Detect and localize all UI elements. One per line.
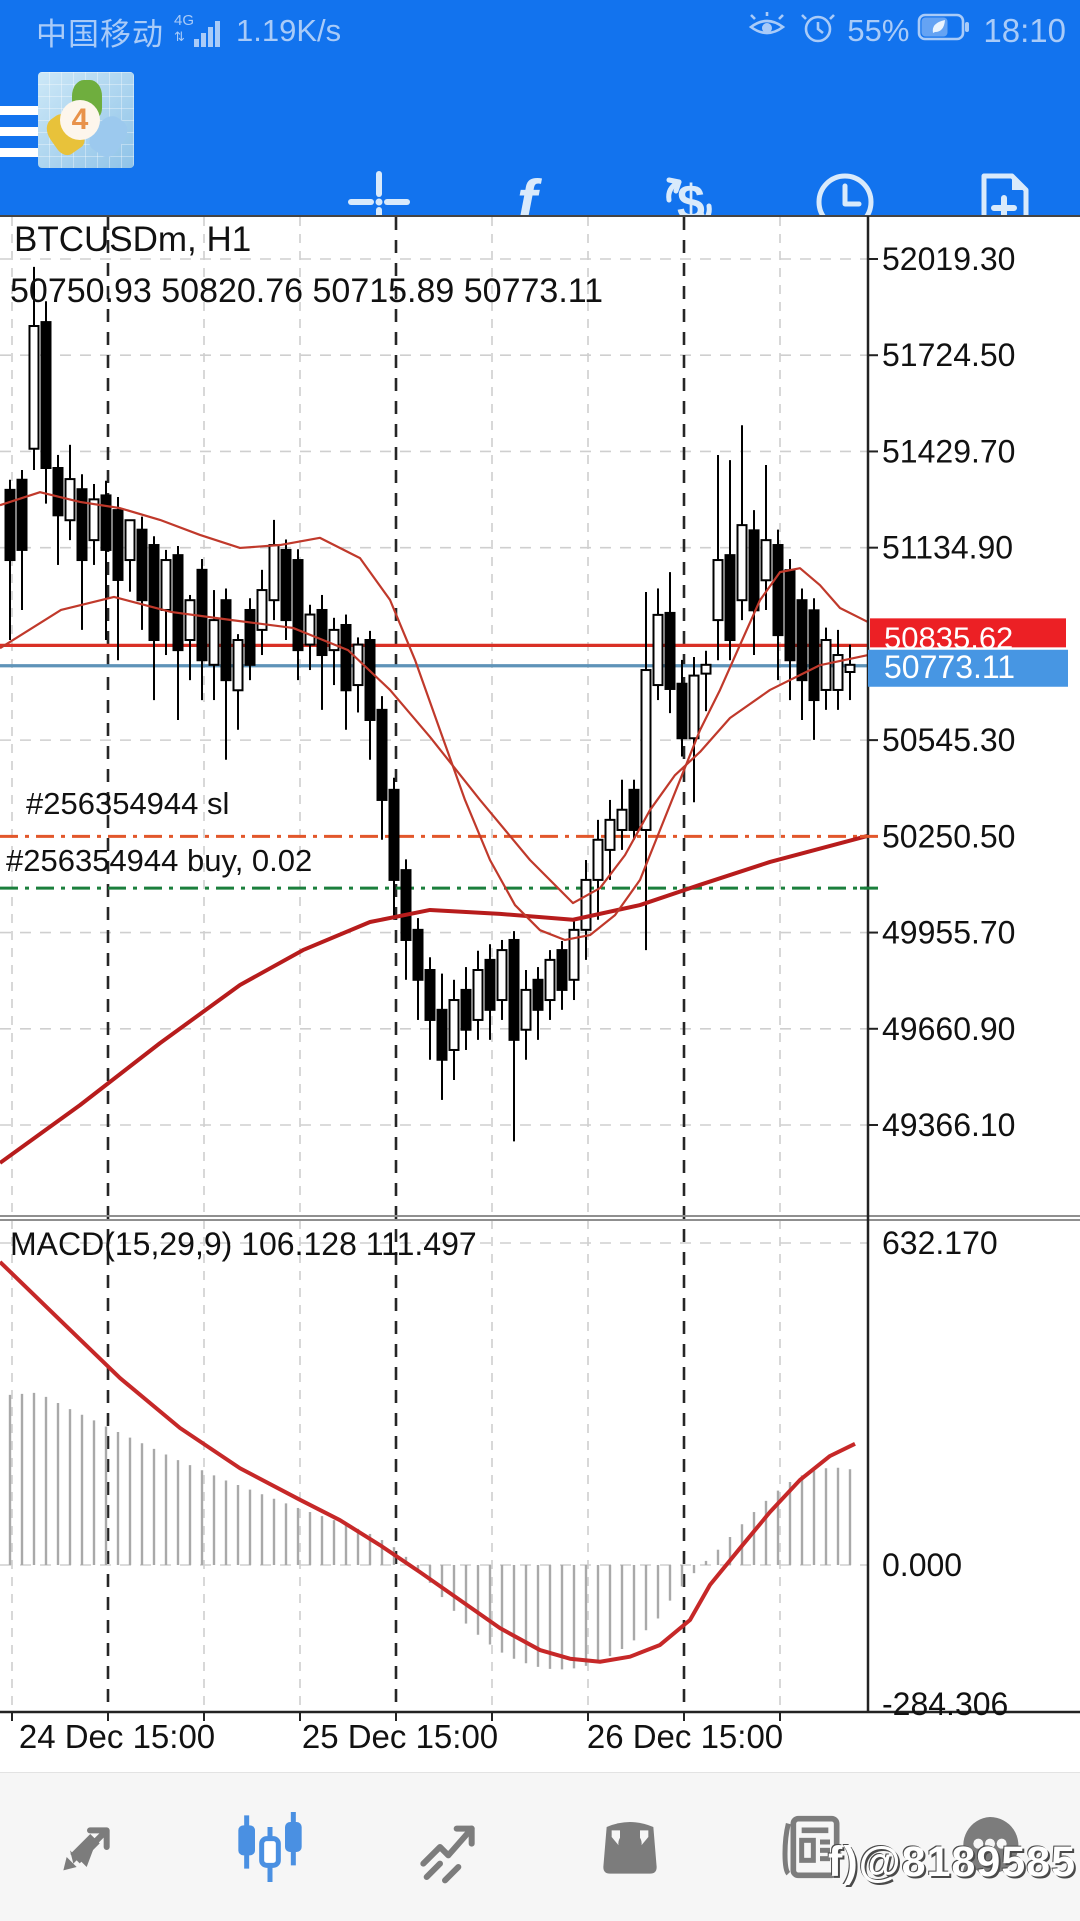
price-chart[interactable]: 52019.30 51724.50 51429.70 51134.90 50545.30…	[0, 215, 1080, 1772]
svg-text:50773.11: 50773.11	[884, 649, 1015, 685]
carrier-label: 中国移动	[36, 16, 164, 52]
svg-text:49366.10: 49366.10	[882, 1107, 1015, 1143]
symbol-title: BTCUSDm, H1	[14, 220, 252, 259]
logo-4: 4	[60, 100, 100, 140]
mt4-logo[interactable]: 4	[38, 72, 134, 168]
signal-strength-icon: 4G ⇅	[174, 11, 226, 51]
svg-text:50835.62: 50835.62	[884, 620, 1013, 655]
eye-icon	[745, 7, 789, 55]
candlestick-chart-icon	[238, 1812, 302, 1882]
time-label: 24 Dec 15:00	[18, 1718, 216, 1755]
position-sl-label: #256354944 sl	[26, 786, 230, 821]
svg-text:51134.90: 51134.90	[882, 530, 1013, 566]
svg-text:0.000: 0.000	[882, 1547, 962, 1583]
watermark: f)@8189585	[828, 1838, 1076, 1886]
menu-icon[interactable]	[0, 106, 52, 170]
svg-text:52019.30: 52019.30	[882, 241, 1015, 277]
nav-chat[interactable]	[900, 1807, 1080, 1887]
svg-text:51724.50: 51724.50	[882, 337, 1015, 373]
trade-arrows-icon	[63, 1827, 110, 1871]
status-bar: 中国移动 4G ⇅ 1.19K/s	[0, 0, 1080, 62]
nav-charts[interactable]	[180, 1807, 360, 1887]
inbox-icon	[603, 1822, 657, 1874]
nav-mailbox[interactable]	[540, 1807, 720, 1887]
chat-bubble-icon	[961, 1816, 1019, 1876]
svg-text:49955.70: 49955.70	[882, 915, 1015, 951]
svg-text:50545.30: 50545.30	[882, 722, 1015, 758]
macd-value: 106.128	[241, 1226, 357, 1262]
svg-text:-284.306: -284.306	[882, 1686, 1008, 1722]
ohlc-values: 50750.93 50820.76 50715.89 50773.11	[10, 272, 604, 310]
nav-trend[interactable]	[360, 1807, 540, 1887]
svg-text:632.170: 632.170	[882, 1225, 998, 1261]
clock-time: 18:10	[983, 12, 1066, 49]
svg-text:⇅: ⇅	[174, 29, 185, 44]
battery-leaf-icon	[917, 7, 975, 55]
macd-label: MACD(15,29,9) 106.128 111.497	[10, 1226, 477, 1262]
time-label: 26 Dec 15:00	[586, 1718, 784, 1755]
position-buy-label: #256354944 buy, 0.02	[6, 843, 313, 878]
nav-trade[interactable]	[0, 1807, 180, 1887]
battery-percent: 55%	[847, 13, 910, 48]
alarm-icon	[797, 7, 839, 55]
svg-text:4G: 4G	[174, 12, 194, 29]
network-speed: 1.19K/s	[236, 13, 342, 48]
nav-news[interactable]	[720, 1807, 900, 1887]
svg-text:50250.50: 50250.50	[882, 818, 1015, 854]
svg-text:51429.70: 51429.70	[882, 433, 1015, 469]
top-toolbar: 4 f $	[0, 62, 1080, 235]
newspaper-icon	[782, 1815, 840, 1879]
bottom-nav	[0, 1772, 1080, 1921]
trend-line-icon	[420, 1825, 475, 1884]
svg-text:49660.90: 49660.90	[882, 1011, 1015, 1047]
macd-signal-value: 111.497	[365, 1226, 477, 1262]
time-label: 25 Dec 15:00	[301, 1718, 499, 1755]
